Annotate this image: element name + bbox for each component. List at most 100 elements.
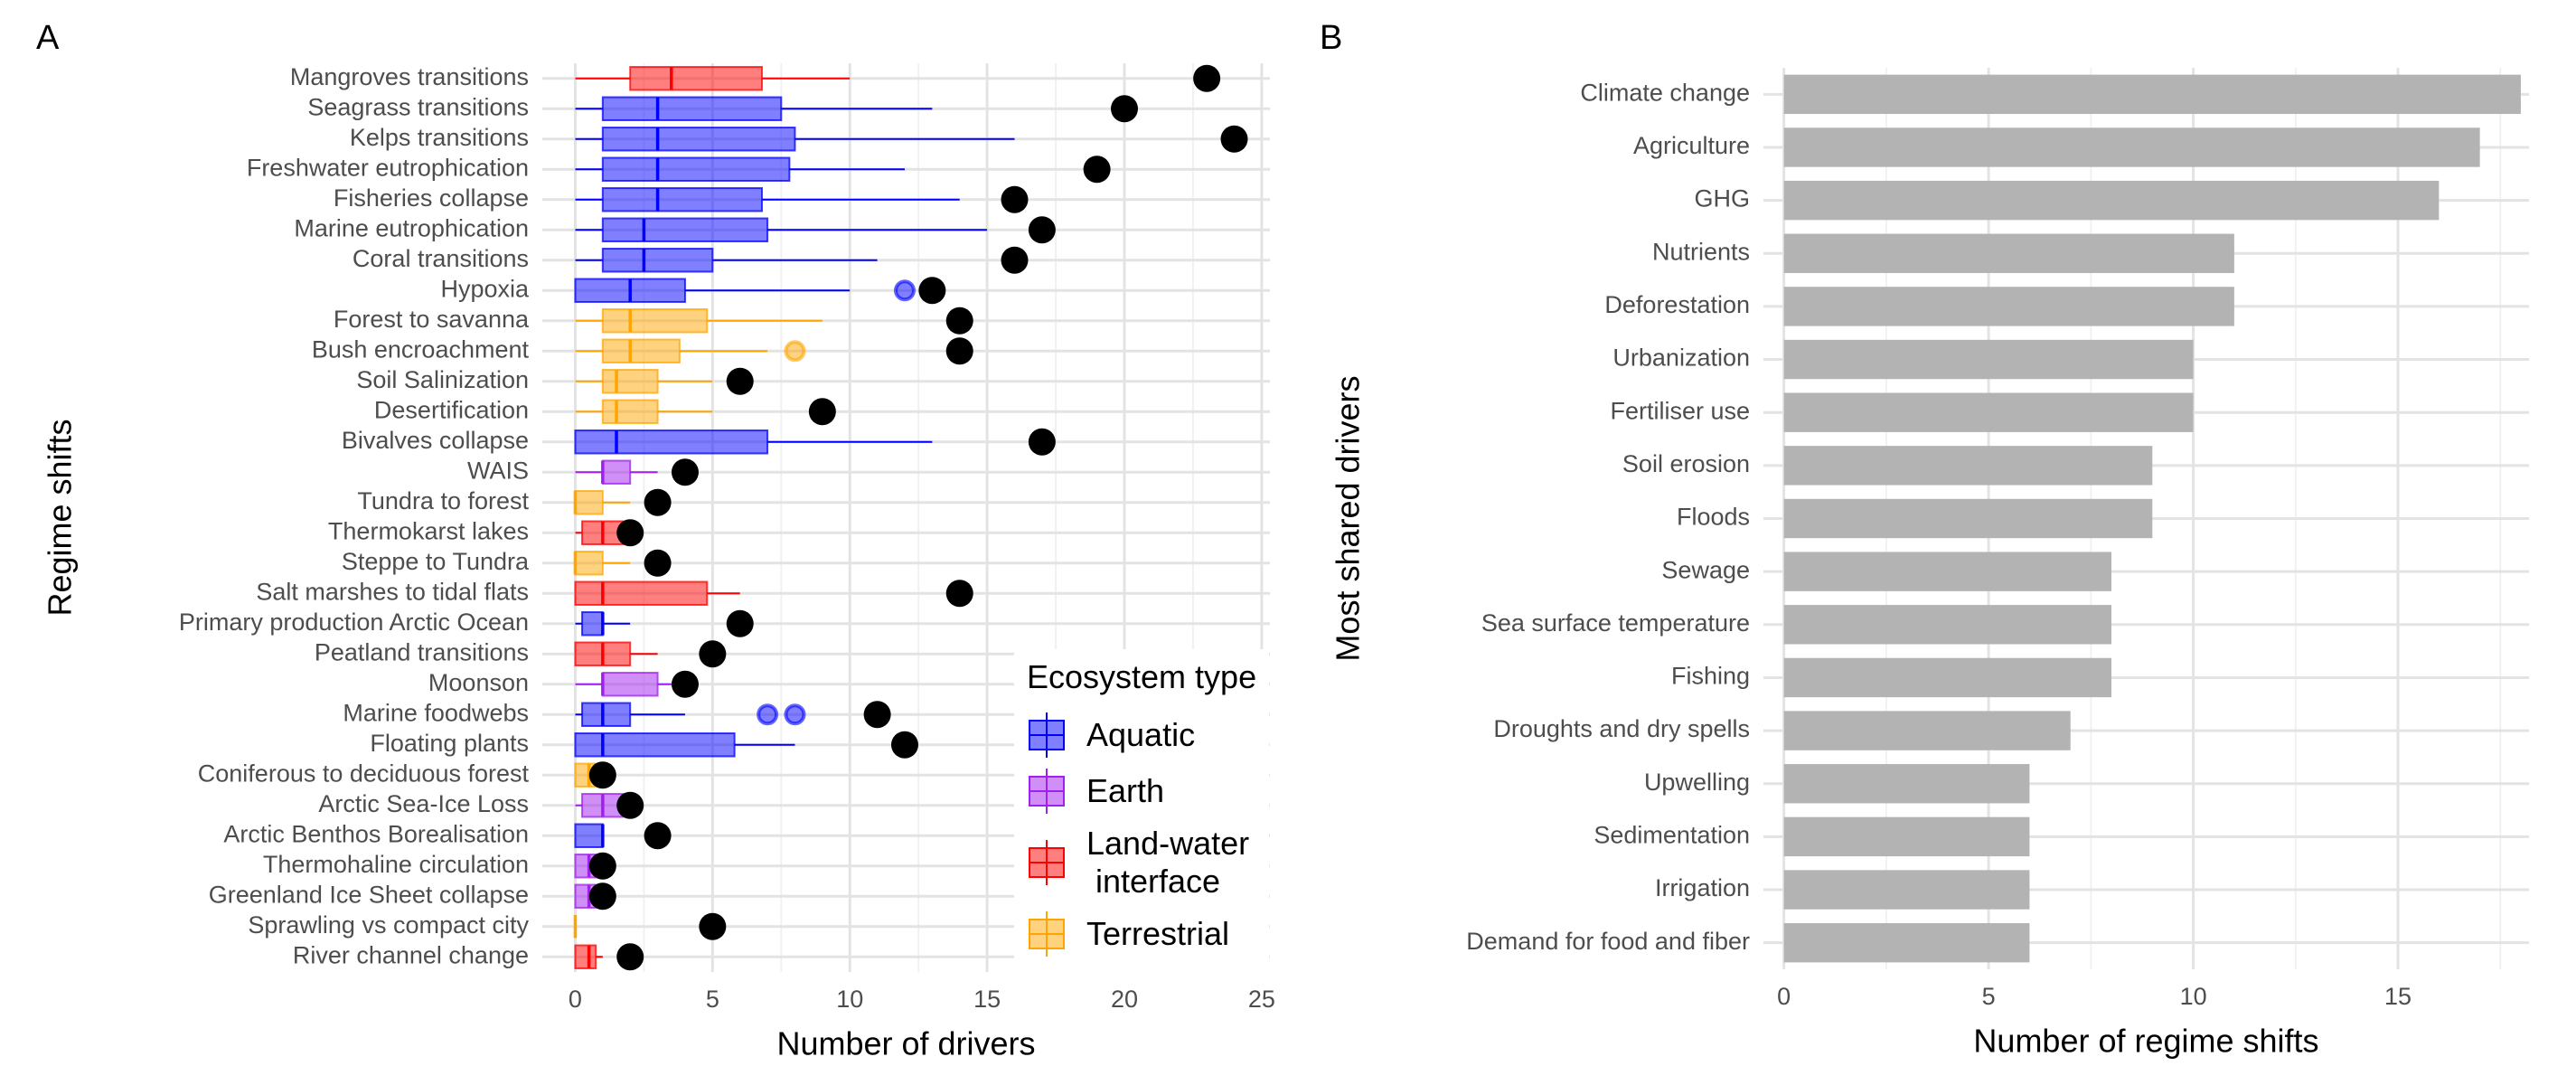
x-axis-title: Number of regime shifts	[1973, 1023, 2318, 1060]
x-tick-label: 15	[973, 986, 1001, 1013]
bar	[1783, 816, 2030, 857]
y-tick-label: Desertification	[374, 396, 529, 423]
total-drivers-dot	[945, 337, 973, 365]
outlier	[784, 703, 806, 726]
box	[601, 156, 791, 182]
y-tick-label: Coral transitions	[353, 245, 529, 272]
y-tick-label: Thermohaline circulation	[263, 851, 529, 878]
total-drivers-dot	[808, 398, 836, 426]
y-tick-label: Hypoxia	[440, 275, 530, 302]
total-drivers-dot	[1028, 428, 1056, 456]
y-tick-label: Upwelling	[1644, 769, 1750, 796]
x-axis-title: Number of drivers	[776, 1025, 1035, 1062]
box	[574, 429, 769, 455]
bar	[1783, 870, 2030, 910]
y-tick-label: Irrigation	[1655, 874, 1750, 901]
y-tick-label: Bush encroachment	[312, 335, 530, 363]
total-drivers-dot	[890, 731, 918, 759]
box	[601, 369, 659, 394]
legend: Ecosystem type Aquatic Earth Land-water in…	[1014, 649, 1270, 980]
x-tick-label: 10	[836, 986, 863, 1013]
y-tick-label: Coniferous to deciduous forest	[198, 760, 530, 787]
total-drivers-dot	[588, 761, 616, 789]
y-tick-label: Fertiliser use	[1610, 397, 1750, 424]
y-tick-label: Deforestation	[1604, 291, 1750, 318]
box	[629, 66, 764, 91]
y-tick-label: Mangroves transitions	[290, 63, 529, 90]
y-tick-label: River channel change	[293, 941, 529, 968]
legend-item: Earth	[1027, 769, 1256, 814]
bar	[1783, 127, 2480, 167]
total-drivers-dot	[588, 852, 616, 880]
y-tick-label: Marine eutrophication	[294, 214, 529, 241]
outlier	[893, 279, 916, 302]
total-drivers-dot	[726, 367, 754, 395]
y-tick-label: Steppe to Tundra	[342, 548, 530, 575]
x-tick-label: 25	[1248, 986, 1275, 1013]
total-drivers-dot	[1001, 246, 1029, 274]
panel-label: A	[36, 19, 60, 57]
y-tick-label: Sewage	[1661, 556, 1750, 583]
x-tick-label: 0	[1777, 983, 1791, 1010]
legend-key	[1029, 840, 1065, 885]
box	[601, 308, 709, 334]
y-tick-label: Tundra to forest	[357, 487, 529, 514]
total-drivers-dot	[671, 670, 699, 698]
legend-key	[1029, 712, 1065, 758]
legend-label: Earth	[1086, 772, 1165, 809]
legend-label: Land-water interface	[1086, 825, 1250, 900]
y-tick-label: Marine foodwebs	[343, 699, 529, 726]
y-tick-label: Sedimentation	[1594, 822, 1750, 849]
total-drivers-dot	[644, 488, 672, 516]
box	[581, 702, 632, 727]
y-tick-label: Arctic Benthos Borealisation	[223, 820, 529, 847]
total-drivers-dot	[726, 609, 754, 637]
box	[601, 127, 796, 152]
total-drivers-dot	[616, 791, 644, 819]
legend-item: Terrestrial	[1027, 911, 1256, 957]
bar	[1783, 392, 2194, 432]
box	[574, 580, 709, 606]
total-drivers-dot	[644, 822, 672, 850]
y-tick-label: Freshwater eutrophication	[247, 154, 529, 181]
y-tick-label: Forest to savanna	[334, 306, 530, 333]
box	[581, 611, 604, 637]
legend-key	[1029, 911, 1065, 957]
total-drivers-dot	[1028, 216, 1056, 244]
legend-title: Ecosystem type	[1027, 658, 1257, 695]
legend-item: Aquatic	[1027, 712, 1256, 758]
box	[574, 944, 597, 969]
outlier	[784, 340, 806, 363]
x-tick-label: 0	[569, 986, 582, 1013]
y-tick-label: Fishing	[1671, 663, 1750, 690]
y-tick-label: Seagrass transitions	[307, 93, 529, 120]
total-drivers-dot	[1193, 64, 1221, 92]
total-drivers-dot	[945, 580, 973, 608]
y-tick-label: Demand for food and fiber	[1466, 928, 1750, 955]
y-tick-label: Peatland transitions	[315, 638, 529, 665]
total-drivers-dot	[1220, 125, 1248, 153]
legend-key	[1029, 769, 1065, 814]
y-tick-label: Sea surface temperature	[1481, 609, 1750, 637]
total-drivers-dot	[644, 549, 672, 577]
y-tick-label: Sprawling vs compact city	[248, 911, 529, 939]
box	[574, 490, 604, 515]
legend-items: Aquatic Earth Land-water interface Terrestr…	[1027, 712, 1256, 957]
legend-label: Aquatic	[1086, 716, 1196, 753]
bar	[1783, 605, 2111, 645]
y-tick-label: Agriculture	[1633, 132, 1750, 159]
box	[574, 823, 604, 848]
y-tick-label: Moonson	[428, 669, 529, 696]
y-tick-label: Bivalves collapse	[342, 427, 529, 454]
x-tick-label: 5	[1982, 983, 1996, 1010]
y-tick-label: Floating plants	[370, 730, 529, 757]
box	[574, 551, 604, 576]
y-tick-label: Fisheries collapse	[334, 184, 529, 212]
box	[601, 399, 659, 424]
y-axis-title: Most shared drivers	[1330, 375, 1367, 661]
box	[601, 248, 714, 273]
y-tick-label: Thermokarst lakes	[328, 517, 529, 544]
y-tick-label: Nutrients	[1652, 238, 1750, 265]
y-axis-title: Regime shifts	[42, 419, 79, 616]
